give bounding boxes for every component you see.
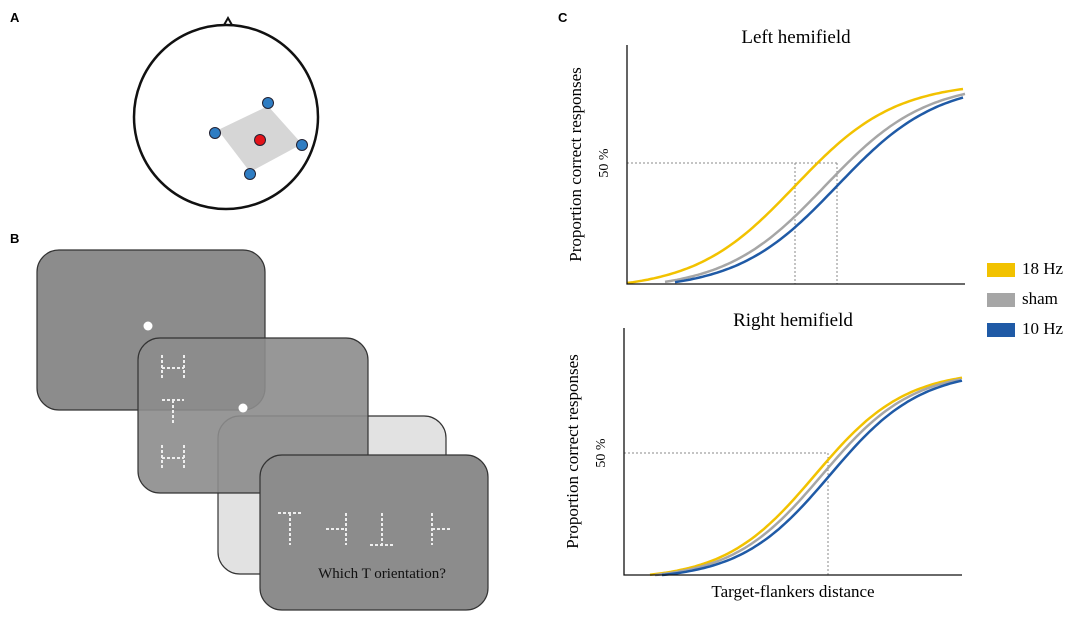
plot-title: Right hemifield [733,310,853,331]
legend-swatch [987,263,1015,277]
center-electrode [254,134,266,146]
psychometric-curve [626,87,964,285]
electrodes [209,97,308,180]
panel-label: B [10,231,19,246]
axes [623,328,962,576]
panel-label: C [558,10,568,25]
y-axis-label: Proportion correct responses [566,67,585,262]
head [132,23,320,211]
response-options [278,512,452,546]
question: Which T orientation? [318,566,446,582]
x-axis-label: Target-flankers distance [711,582,874,601]
legend-label: 10 Hz [1022,319,1064,338]
fixation [238,403,248,413]
axes [626,45,965,285]
y-axis-label: Proportion correct responses [563,354,582,549]
screen [259,454,489,611]
legend-swatch [987,293,1015,307]
psychometric-curve [674,96,964,284]
legend-label: sham [1022,289,1058,308]
fixation [143,321,153,331]
psychometric-curve [649,376,963,577]
legend-swatch [987,323,1015,337]
screen [137,337,369,494]
flanker-stimuli [161,355,185,470]
psychometric-curve [661,379,963,577]
psychometric-curve [654,377,962,577]
legend-label: 18 Hz [1022,259,1064,278]
marker-label: 50 % [597,148,612,178]
panel-label: A [10,10,20,25]
marker-label: 50 % [594,438,609,468]
psychometric-curve [664,92,966,284]
plot-title: Left hemifield [741,27,851,48]
